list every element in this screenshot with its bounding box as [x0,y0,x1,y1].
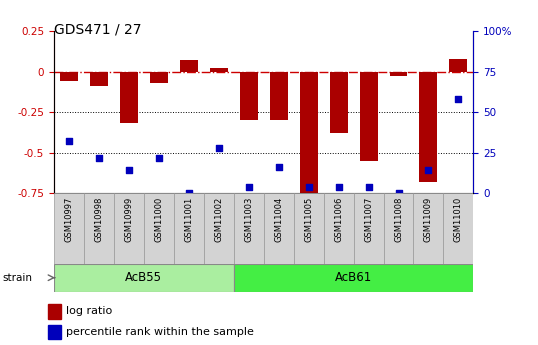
Bar [48,304,61,319]
Bar [443,193,473,264]
Text: GSM11009: GSM11009 [424,197,433,242]
Point [214,145,223,150]
Bar [48,325,61,339]
Bar [420,71,437,182]
Point [244,184,253,189]
Text: strain: strain [3,273,33,283]
Point [274,165,283,170]
Point [185,190,193,196]
Point [305,184,313,189]
Bar [114,193,144,264]
Text: GSM10998: GSM10998 [94,197,103,242]
Text: GSM11001: GSM11001 [184,197,193,242]
Point [364,184,373,189]
Bar [150,71,168,83]
Point [65,139,73,144]
Point [454,96,463,102]
Point [334,184,343,189]
Bar [204,193,233,264]
Bar [239,71,258,120]
Bar [180,60,197,71]
Text: GSM11006: GSM11006 [334,197,343,242]
Text: GSM11004: GSM11004 [274,197,283,242]
Bar [233,193,264,264]
Bar [210,68,228,71]
Bar [264,193,294,264]
Text: GSM10997: GSM10997 [64,197,73,242]
Text: GSM11008: GSM11008 [394,197,403,242]
Bar [54,193,84,264]
Point [124,168,133,173]
Text: GSM11003: GSM11003 [244,197,253,242]
Bar [90,71,108,86]
Bar [353,193,384,264]
Bar [54,264,233,292]
Bar [144,193,174,264]
Bar [174,193,204,264]
Bar [390,71,407,77]
Bar [84,193,114,264]
Bar [300,71,317,205]
Text: GSM11002: GSM11002 [214,197,223,242]
Point [394,190,403,196]
Text: GSM10999: GSM10999 [124,197,133,242]
Text: log ratio: log ratio [66,306,112,316]
Text: GSM11005: GSM11005 [304,197,313,242]
Text: AcB61: AcB61 [335,271,372,284]
Bar [330,71,348,133]
Bar [359,71,378,161]
Text: GSM11000: GSM11000 [154,197,163,242]
Bar [414,193,443,264]
Bar [120,71,138,124]
Bar [294,193,323,264]
Bar [384,193,414,264]
Bar [270,71,288,120]
Bar [449,59,468,71]
Text: AcB55: AcB55 [125,271,162,284]
Bar [60,71,78,81]
Point [424,168,433,173]
Text: percentile rank within the sample: percentile rank within the sample [66,327,253,337]
Point [95,155,103,160]
Bar [233,264,473,292]
Text: GSM11010: GSM11010 [454,197,463,242]
Text: GDS471 / 27: GDS471 / 27 [54,22,141,37]
Text: GSM11007: GSM11007 [364,197,373,242]
Point [154,155,163,160]
Bar [323,193,353,264]
